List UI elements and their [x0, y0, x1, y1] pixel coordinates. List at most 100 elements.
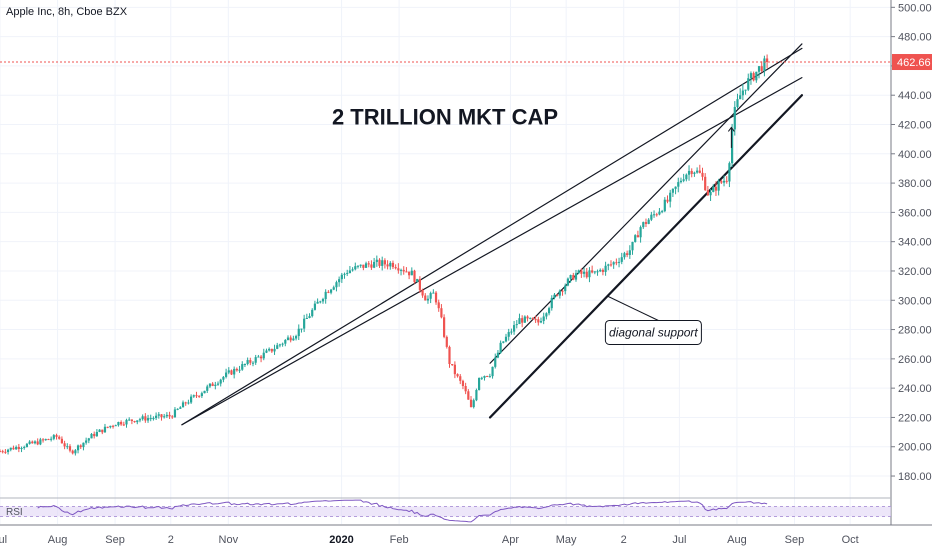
candle-body: [313, 303, 317, 310]
candle-body: [208, 383, 212, 387]
candle-body: [413, 270, 416, 283]
price-axis[interactable]: 180.00 200.00 220.00 240.00 260.00 280.00 300.…: [891, 2, 932, 483]
candle-body: [512, 325, 516, 332]
rsi-pane[interactable]: RSI: [0, 499, 891, 523]
candle-body: [141, 416, 144, 420]
x-tick-label: Sep: [105, 534, 125, 546]
candle-body: [432, 292, 435, 294]
candle-body: [647, 219, 650, 224]
candle-body: [316, 301, 319, 304]
candle-body: [537, 319, 540, 323]
candle-body: [362, 264, 365, 268]
y-tick-label: 360.00: [898, 207, 932, 219]
candle-body: [375, 259, 378, 262]
candle-body: [281, 343, 284, 345]
candle-body: [521, 318, 524, 323]
candle-body: [106, 426, 109, 428]
candle-body: [359, 264, 362, 266]
candle-body: [763, 58, 766, 71]
candle-body: [386, 264, 389, 267]
candle-body: [448, 346, 451, 364]
candle-body: [125, 419, 128, 425]
candle-body: [4, 451, 7, 453]
candle-body: [157, 414, 160, 416]
candle-body: [634, 235, 637, 242]
candle-body: [747, 78, 750, 90]
candle-body: [542, 316, 545, 321]
x-tick-label: Feb: [390, 534, 409, 546]
candle-body: [117, 421, 120, 426]
candle-body: [523, 316, 526, 323]
candle-body: [9, 447, 12, 450]
candle-body: [0, 451, 2, 453]
candle-body: [480, 377, 483, 379]
candle-body: [585, 271, 588, 278]
candle-body: [451, 363, 454, 365]
candle-body: [144, 416, 147, 421]
x-tick-label: Apr: [502, 534, 519, 546]
callout-pointer: [606, 295, 659, 321]
candle-body: [429, 293, 432, 299]
candle-body: [227, 370, 230, 373]
candle-body: [604, 265, 607, 272]
candlestick-series: [0, 54, 769, 456]
trendline[interactable]: [489, 43, 803, 364]
headline-annotation[interactable]: 2 TRILLION MKT CAP: [332, 105, 558, 130]
candle-body: [669, 192, 672, 202]
candle-body: [677, 182, 680, 187]
candle-body: [278, 344, 282, 346]
candle-body: [378, 259, 381, 266]
candle-body: [518, 318, 521, 325]
y-tick-label: 500.00: [898, 2, 932, 14]
candle-body: [712, 186, 715, 192]
candle-body: [284, 339, 287, 344]
candle-body: [696, 170, 699, 173]
candle-body: [335, 282, 338, 288]
candle-body: [222, 376, 225, 380]
candle-body: [93, 433, 96, 437]
candle-body: [66, 446, 69, 448]
candle-body: [461, 380, 465, 387]
trendline[interactable]: [488, 94, 804, 419]
candle-body: [674, 186, 677, 189]
candle-body: [615, 262, 618, 264]
candle-body: [270, 348, 273, 352]
y-tick-label: 240.00: [898, 383, 932, 395]
candle-body: [434, 292, 438, 303]
candle-body: [246, 360, 249, 364]
time-axis[interactable]: Jul Aug Sep 2 Nov 2020 Feb Apr May 2 Jul Aug Sep Oct: [0, 534, 859, 546]
candle-body: [146, 418, 150, 421]
candle-body: [12, 447, 15, 450]
candle-body: [76, 445, 80, 451]
candle-body: [1, 451, 4, 453]
candle-body: [149, 418, 152, 420]
candle-body: [103, 426, 107, 433]
candle-body: [631, 241, 634, 251]
candle-body: [564, 285, 567, 292]
candle-body: [165, 414, 168, 417]
candle-body: [725, 180, 728, 182]
callout-box: [604, 319, 702, 345]
candle-body: [626, 253, 629, 255]
candle-body: [658, 211, 661, 215]
rsi-band: [0, 506, 891, 517]
candle-body: [133, 421, 136, 423]
candle-body: [682, 179, 685, 181]
x-tick-label: 2: [168, 534, 174, 546]
candle-body: [44, 439, 47, 441]
callout-annotation[interactable]: diagonal support: [604, 295, 702, 345]
candle-body: [327, 291, 330, 293]
candle-body: [230, 370, 233, 375]
trendline[interactable]: [181, 47, 803, 426]
candle-body: [599, 269, 602, 272]
trendline[interactable]: [181, 77, 803, 426]
candle-body: [510, 331, 513, 333]
trendlines[interactable]: [181, 43, 804, 426]
candle-body: [168, 414, 171, 417]
candle-body: [760, 66, 763, 71]
candle-body: [531, 317, 535, 320]
candle-body: [504, 336, 508, 342]
candle-body: [496, 352, 500, 358]
candle-body: [332, 287, 335, 290]
